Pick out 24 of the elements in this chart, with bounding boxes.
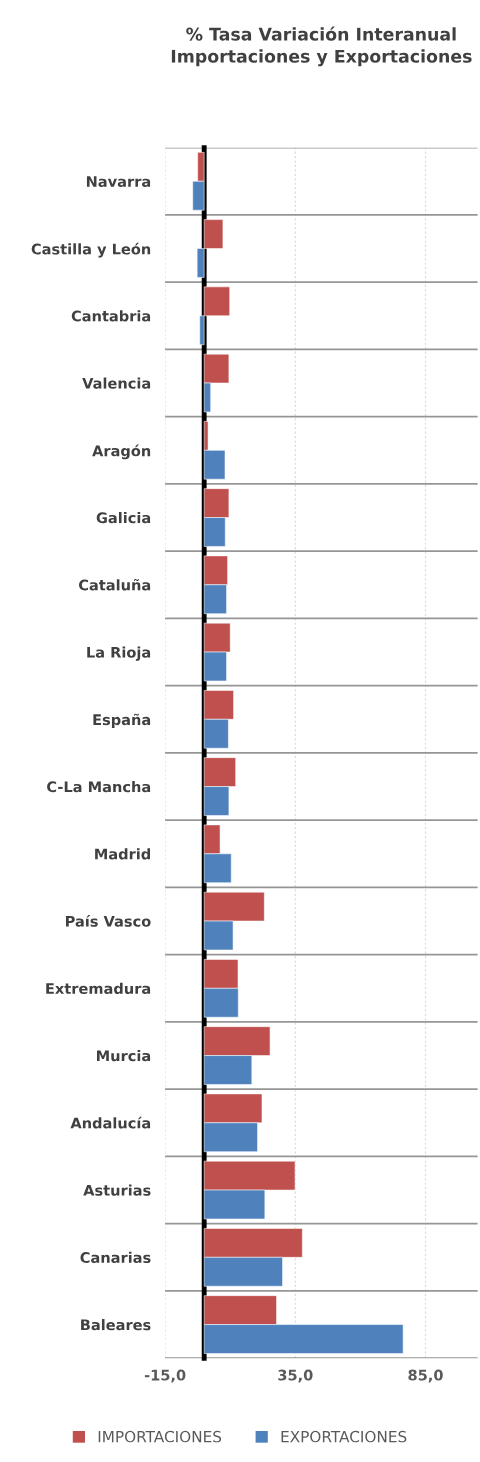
y-tick-label: Cataluña <box>79 579 151 591</box>
x-tick-label: -15,0 <box>144 1369 186 1383</box>
x-tick-label: 85,0 <box>408 1369 443 1383</box>
chart-title: % Tasa Variación Interanual Importaciones y Exportaciones <box>171 26 472 67</box>
y-tick-label: Baleares <box>81 1319 151 1331</box>
x-tick-label: 35,0 <box>278 1369 313 1383</box>
legend-label: EXPORTACIONES <box>281 1430 407 1443</box>
y-tick-label: España <box>93 713 151 729</box>
y-tick-label: País Vasco <box>66 914 151 927</box>
y-tick-label: La Rioja <box>87 646 151 661</box>
legend-label: IMPORTACIONES <box>98 1430 222 1443</box>
y-tick-label: Aragón <box>92 444 151 460</box>
y-tick-label: Navarra <box>86 176 151 188</box>
y-tick-label: Extremadura <box>46 982 151 995</box>
y-tick-label: Murcia <box>97 1050 151 1062</box>
y-tick-label: Cantabria <box>71 310 151 322</box>
y-tick-label: Asturias <box>83 1184 151 1196</box>
y-tick-label: Madrid <box>95 848 151 860</box>
y-tick-label: Galicia <box>96 512 151 524</box>
y-tick-label: Andalucía <box>70 1116 151 1129</box>
y-tick-label: Valencia <box>82 377 151 389</box>
y-tick-label: Canarias <box>80 1251 151 1264</box>
y-tick-label: Castilla y León <box>31 242 151 258</box>
y-tick-label: C-La Mancha <box>47 781 151 793</box>
